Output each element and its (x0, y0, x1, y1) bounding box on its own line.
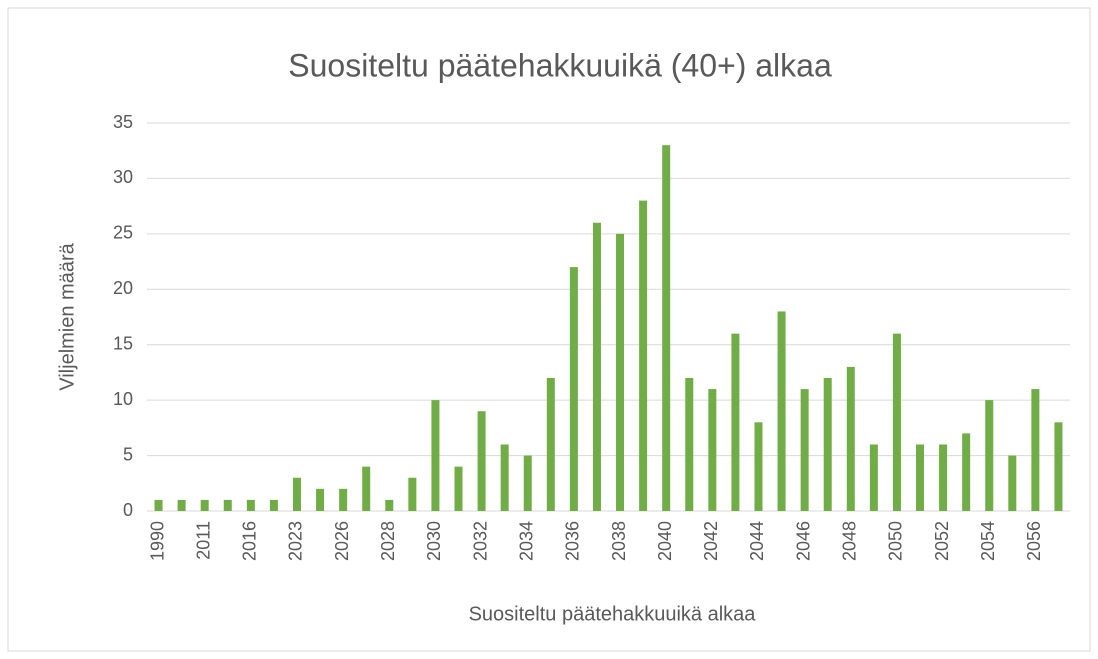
x-tick-label: 2034 (516, 521, 536, 561)
bar (708, 389, 717, 511)
x-tick-label: 2054 (978, 521, 998, 561)
y-tick-label: 0 (123, 500, 133, 520)
bar (223, 499, 232, 511)
x-tick-label: 2044 (747, 521, 767, 561)
y-tick-label: 5 (123, 444, 133, 464)
bar (269, 499, 278, 511)
bar (685, 377, 694, 511)
x-tick-label: 2016 (240, 521, 260, 561)
bar (154, 499, 163, 511)
x-tick-label: 2050 (886, 521, 906, 561)
bar (662, 145, 671, 511)
y-tick-label: 20 (113, 278, 133, 298)
y-tick-label: 25 (113, 223, 133, 243)
y-axis-title: Viljelmien määrä (56, 242, 78, 390)
bar (246, 499, 255, 511)
bar (846, 366, 855, 511)
x-tick-label: 2023 (286, 521, 306, 561)
x-tick-label: 2042 (701, 521, 721, 561)
bar (454, 466, 463, 511)
x-tick-label: 2030 (424, 521, 444, 561)
bar (200, 499, 209, 511)
bar (316, 488, 325, 511)
x-tick-label: 2036 (563, 521, 583, 561)
y-tick-label: 30 (113, 167, 133, 187)
bar (569, 267, 578, 511)
bar (916, 444, 925, 511)
x-tick-label: 2052 (932, 521, 952, 561)
bar (731, 333, 740, 511)
bar (477, 411, 486, 511)
y-tick-label: 15 (113, 333, 133, 353)
x-tick-label: 2026 (332, 521, 352, 561)
bar (523, 455, 532, 511)
bar (985, 400, 994, 511)
bar (869, 444, 878, 511)
bar (639, 200, 648, 511)
bar (800, 389, 809, 511)
bar (408, 477, 417, 511)
x-tick-label: 2032 (470, 521, 490, 561)
bar (616, 233, 625, 511)
bar (754, 422, 763, 511)
x-tick-label: 2011 (193, 521, 213, 560)
x-tick-label: 2046 (793, 521, 813, 561)
bar (892, 333, 901, 511)
bar (292, 477, 301, 511)
x-tick-label: 2040 (655, 521, 675, 561)
y-tick-label: 10 (113, 389, 133, 409)
x-tick-label: 2056 (1024, 521, 1044, 561)
chart-border (7, 7, 1091, 652)
x-tick-label: 2028 (378, 521, 398, 561)
bar (962, 433, 971, 511)
x-tick-label: 2038 (609, 521, 629, 561)
bar (431, 400, 440, 511)
bar (385, 499, 394, 511)
bar (546, 377, 555, 511)
bar (177, 499, 186, 511)
x-tick-label: 2048 (840, 521, 860, 561)
chart-title: Suositeltu päätehakkuuikä (40+) alkaa (288, 47, 832, 83)
bar (1008, 455, 1017, 511)
bar (362, 466, 371, 511)
y-tick-label: 35 (113, 112, 133, 132)
bar (1031, 389, 1040, 511)
bar (939, 444, 948, 511)
bar (500, 444, 509, 511)
bar (339, 488, 348, 511)
bar (592, 222, 601, 511)
x-axis-title: Suositeltu päätehakkuuikä alkaa (469, 603, 757, 625)
bar (823, 377, 832, 511)
x-tick-label: 1990 (147, 521, 167, 561)
bar (777, 311, 786, 511)
bar (1054, 422, 1063, 511)
